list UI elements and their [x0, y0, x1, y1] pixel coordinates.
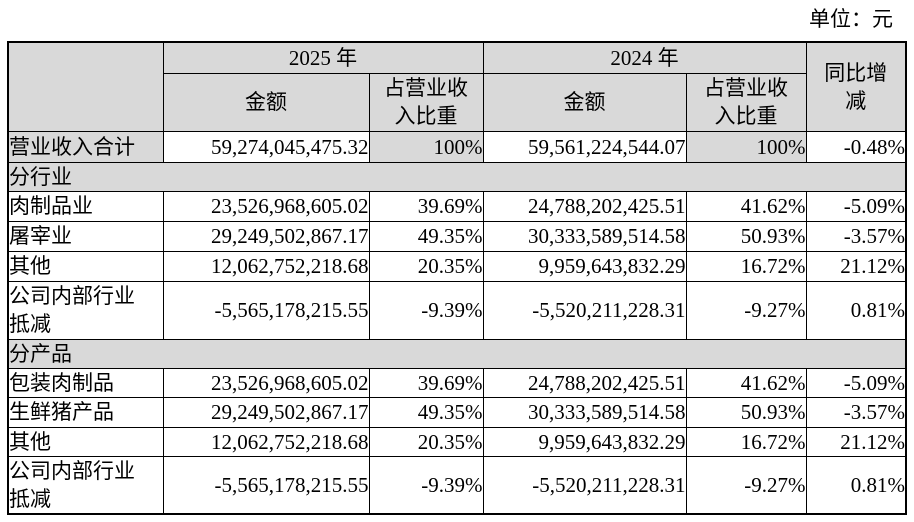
- share-2024: 16.72%: [685, 250, 807, 282]
- row-label: 公司内部行业 抵减: [7, 280, 164, 340]
- header-row-measures: 金额 占营业收 入比重 金额 占营业收 入比重: [8, 72, 906, 132]
- amount-2025: 29,249,502,867.17: [162, 220, 370, 252]
- yoy-change: -0.48%: [805, 130, 907, 163]
- amount-2024-header: 金额: [482, 72, 687, 132]
- row-label: 其他: [7, 250, 164, 282]
- revenue-breakdown-table: 2025 年 2024 年 同比增 减 金额 占营业收 入比重 金额 占营业收 …: [7, 41, 907, 515]
- yoy-change: -3.57%: [805, 220, 907, 252]
- amount-2025: -5,565,178,215.55: [162, 455, 370, 515]
- amount-2025: 59,274,045,475.32: [162, 130, 370, 163]
- amount-2025: 12,062,752,218.68: [162, 250, 370, 282]
- amount-2024: 30,333,589,514.58: [482, 396, 687, 428]
- yoy-change: -5.09%: [805, 190, 907, 222]
- share-2024: 50.93%: [685, 220, 807, 252]
- table-row-packaged-meat: 包装肉制品 23,526,968,605.02 39.69% 24,788,20…: [7, 367, 907, 398]
- yoy-change-header: 同比增 减: [805, 41, 907, 132]
- share-2024: 16.72%: [685, 426, 807, 457]
- share-2024: 41.62%: [685, 190, 807, 222]
- amount-2024: -5,520,211,228.31: [482, 455, 687, 515]
- yoy-change: -5.09%: [805, 367, 907, 398]
- row-label: 生鲜猪产品: [7, 396, 164, 428]
- row-label: 其他: [7, 426, 164, 457]
- amount-2024: 24,788,202,425.51: [482, 190, 687, 222]
- share-2025: 49.35%: [368, 396, 484, 428]
- unit-label: 单位：元: [809, 7, 893, 31]
- share-2024: -9.27%: [685, 280, 807, 340]
- table-row-slaughtering: 屠宰业 29,249,502,867.17 49.35% 30,333,589,…: [7, 220, 907, 252]
- share-2024: 50.93%: [685, 396, 807, 428]
- row-label: 包装肉制品: [7, 367, 164, 398]
- yoy-change: 0.81%: [805, 280, 907, 340]
- row-label: 公司内部行业 抵减: [7, 455, 164, 515]
- amount-2025: 23,526,968,605.02: [162, 190, 370, 222]
- amount-2025: 12,062,752,218.68: [162, 426, 370, 457]
- table-row-other-industry: 其他 12,062,752,218.68 20.35% 9,959,643,83…: [7, 250, 907, 282]
- section-label: 分产品: [7, 338, 907, 369]
- amount-2024: 59,561,224,544.07: [482, 130, 687, 163]
- share-2024: -9.27%: [685, 455, 807, 515]
- yoy-change: -3.57%: [805, 396, 907, 428]
- table-row-other-product: 其他 12,062,752,218.68 20.35% 9,959,643,83…: [7, 426, 907, 457]
- amount-2025: -5,565,178,215.55: [162, 280, 370, 340]
- share-2024: 41.62%: [685, 367, 807, 398]
- share-2025: 20.35%: [368, 426, 484, 457]
- share-2024-header: 占营业收 入比重: [685, 72, 807, 132]
- table-row-total-revenue: 营业收入合计 59,274,045,475.32 100% 59,561,224…: [7, 130, 907, 163]
- amount-2024: 30,333,589,514.58: [482, 220, 687, 252]
- section-row-by-product: 分产品: [7, 338, 907, 369]
- table-row-internal-offset-industry: 公司内部行业 抵减 -5,565,178,215.55 -9.39% -5,52…: [7, 280, 907, 340]
- table-row-meat-products: 肉制品业 23,526,968,605.02 39.69% 24,788,202…: [7, 190, 907, 222]
- yoy-change: 0.81%: [805, 455, 907, 515]
- amount-2024: -5,520,211,228.31: [482, 280, 687, 340]
- share-2025: -9.39%: [368, 455, 484, 515]
- amount-2024: 9,959,643,832.29: [482, 426, 687, 457]
- share-2025: -9.39%: [368, 280, 484, 340]
- row-label: 营业收入合计: [7, 130, 164, 163]
- row-label: 屠宰业: [7, 220, 164, 252]
- year-2024-header: 2024 年: [482, 41, 807, 74]
- yoy-change: 21.12%: [805, 250, 907, 282]
- amount-2024: 24,788,202,425.51: [482, 367, 687, 398]
- share-2025: 20.35%: [368, 250, 484, 282]
- yoy-change: 21.12%: [805, 426, 907, 457]
- header-row-years: 2025 年 2024 年 同比增 减: [7, 41, 907, 132]
- share-2025: 39.69%: [368, 367, 484, 398]
- share-2024: 100%: [685, 130, 807, 163]
- table-row-internal-offset-product: 公司内部行业 抵减 -5,565,178,215.55 -9.39% -5,52…: [7, 455, 907, 515]
- amount-2025: 29,249,502,867.17: [162, 396, 370, 428]
- share-2025: 49.35%: [368, 220, 484, 252]
- table-row-fresh-pork: 生鲜猪产品 29,249,502,867.17 49.35% 30,333,58…: [7, 396, 907, 428]
- amount-2025: 23,526,968,605.02: [162, 367, 370, 398]
- year-2025-header: 2025 年: [162, 41, 484, 74]
- corner-cell: [7, 41, 164, 132]
- share-2025: 100%: [368, 130, 484, 163]
- section-row-by-industry: 分行业: [7, 161, 907, 192]
- share-2025: 39.69%: [368, 190, 484, 222]
- section-label: 分行业: [7, 161, 907, 192]
- row-label: 肉制品业: [7, 190, 164, 222]
- amount-2025-header: 金额: [162, 72, 370, 132]
- share-2025-header: 占营业收 入比重: [368, 72, 484, 132]
- amount-2024: 9,959,643,832.29: [482, 250, 687, 282]
